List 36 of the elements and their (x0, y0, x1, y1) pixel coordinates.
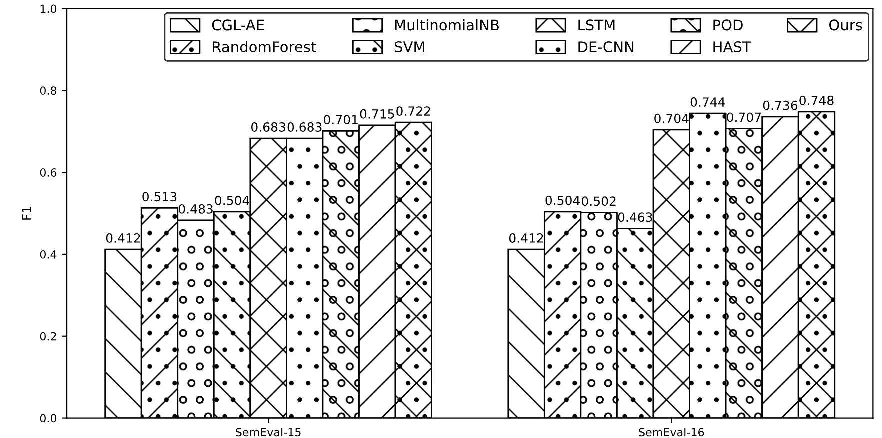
data-label: 0.683 (252, 122, 286, 132)
data-label: 0.701 (324, 115, 358, 125)
y-tick-label: 0.4 (40, 250, 57, 259)
legend-label: DE-CNN (578, 42, 634, 53)
legend-label: Ours (829, 20, 862, 31)
data-label: 0.744 (690, 98, 726, 108)
y-tick-label: 0.8 (40, 86, 57, 96)
legend-label: POD (714, 20, 743, 31)
y-axis-title: F1 (22, 207, 32, 220)
data-label: 0.736 (763, 100, 798, 110)
y-tick-label: 1.0 (40, 4, 57, 14)
data-label: 0.513 (142, 192, 177, 202)
data-label: 0.502 (582, 196, 616, 206)
x-tick-label: SemEval-15 (236, 428, 301, 437)
x-tick-label: SemEval-16 (639, 428, 704, 437)
data-label: 0.504 (546, 196, 580, 206)
data-label: 0.463 (618, 212, 652, 222)
data-label: 0.683 (288, 122, 322, 132)
y-tick-label: 0.0 (40, 414, 57, 423)
y-tick-label: 0.6 (40, 168, 57, 177)
data-label: 0.707 (727, 112, 762, 122)
legend-label: LSTM (578, 20, 615, 31)
data-label: 0.412 (509, 234, 544, 243)
legend-label: SVM (394, 42, 424, 53)
data-label: 0.412 (106, 234, 140, 243)
legend-label: MultinomialNB (395, 19, 499, 31)
legend-label: RandomForest (213, 41, 316, 53)
data-label: 0.748 (800, 96, 834, 106)
y-tick-label: 0.2 (40, 332, 56, 341)
legend-label: HAST (714, 42, 752, 53)
data-label: 0.704 (654, 114, 689, 124)
data-label: 0.722 (396, 106, 430, 116)
data-label: 0.483 (178, 204, 213, 214)
data-label: 0.715 (360, 109, 394, 119)
legend-label: CGL-AE (212, 20, 264, 31)
data-label: 0.504 (215, 196, 250, 206)
